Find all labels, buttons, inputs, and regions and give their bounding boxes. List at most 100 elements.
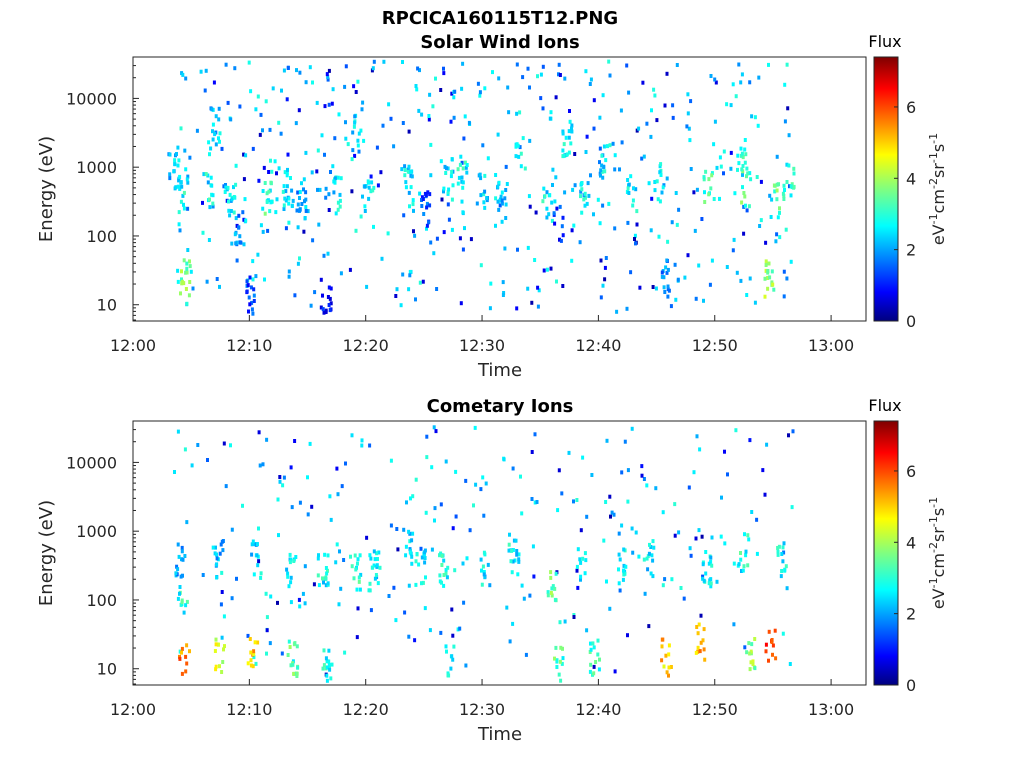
colorbar-tick-label: 0: [906, 676, 916, 695]
y-tick-label: 10: [97, 296, 117, 315]
heatmap-cell: [677, 530, 681, 535]
heatmap-cell: [336, 207, 340, 212]
heatmap-cell: [344, 136, 348, 141]
x-tick-label: 12:00: [110, 700, 156, 719]
colorbar-label: Flux: [868, 396, 901, 415]
heatmap-cell: [763, 294, 767, 299]
heatmap-cell: [520, 511, 524, 516]
heatmap-cell: [376, 183, 380, 188]
colorbar: [873, 56, 899, 322]
heatmap-cell: [230, 241, 234, 246]
heatmap-cell: [285, 184, 289, 189]
heatmap-cell: [629, 174, 633, 179]
heatmap-cell: [778, 235, 782, 240]
heatmap-cell: [563, 190, 567, 195]
heatmap-cell: [172, 169, 176, 174]
heatmap-cell: [324, 576, 328, 581]
heatmap-cell: [626, 499, 630, 504]
heatmap-cell: [394, 618, 398, 623]
x-tick-label: 12:30: [459, 700, 505, 719]
heatmap-cell: [460, 199, 464, 204]
heatmap-cell: [407, 634, 411, 639]
heatmap-cell: [773, 189, 777, 194]
heatmap-cell: [618, 557, 622, 562]
heatmap-cell: [392, 585, 396, 590]
heatmap-cell: [303, 216, 307, 220]
heatmap-cell: [284, 226, 288, 231]
heatmap-cell: [281, 189, 285, 194]
heatmap-cell: [512, 538, 516, 543]
heatmap-cell: [751, 659, 755, 664]
heatmap-cell: [287, 201, 291, 206]
heatmap-cell: [508, 639, 512, 644]
heatmap-cell: [509, 559, 513, 564]
heatmap-cell: [519, 164, 523, 169]
heatmap-cell: [414, 559, 418, 564]
heatmap-cell: [782, 197, 786, 201]
heatmap-cell: [282, 475, 286, 480]
heatmap-cell: [401, 272, 405, 277]
heatmap-cell: [698, 649, 702, 654]
heatmap-cell: [549, 570, 553, 575]
heatmap-cell: [475, 201, 479, 206]
heatmap-cell: [667, 673, 670, 678]
heatmap-cell: [519, 474, 522, 479]
heatmap-cell: [588, 82, 592, 86]
heatmap-cell: [550, 593, 554, 598]
heatmap-cell: [488, 306, 492, 311]
heatmap-cell: [602, 144, 606, 149]
heatmap-cell: [781, 545, 785, 550]
heatmap-cell: [483, 173, 487, 178]
heatmap-cell: [316, 148, 320, 153]
heatmap-cell: [771, 282, 775, 287]
heatmap-cell: [585, 201, 589, 206]
heatmap-cell: [325, 571, 329, 576]
heatmap-cell: [718, 196, 721, 201]
heatmap-cell: [410, 554, 414, 559]
heatmap-cell: [560, 224, 564, 229]
heatmap-cell: [356, 79, 360, 84]
heatmap-cell: [303, 199, 306, 204]
heatmap-cell: [517, 154, 521, 159]
heatmap-cell: [482, 192, 486, 197]
heatmap-cell: [712, 142, 716, 147]
heatmap-cell: [404, 553, 408, 558]
heatmap-cell: [518, 110, 522, 115]
heatmap-cell: [634, 530, 638, 535]
heatmap-cell: [211, 545, 215, 550]
heatmap-cell: [496, 199, 500, 204]
heatmap-cell: [575, 564, 579, 569]
heatmap-cell: [290, 203, 294, 208]
heatmap-cell: [353, 120, 357, 125]
heatmap-cell: [670, 220, 674, 225]
heatmap-cell: [316, 556, 320, 561]
heatmap-cell: [703, 190, 706, 195]
heatmap-cell: [208, 205, 212, 210]
heatmap-cell: [550, 218, 554, 223]
heatmap-cell: [222, 614, 226, 619]
heatmap-cell: [263, 211, 267, 216]
heatmap-cell: [548, 116, 552, 121]
heatmap-cell: [741, 172, 744, 177]
heatmap-cell: [356, 561, 359, 566]
heatmap-cell: [560, 661, 564, 666]
heatmap-cell: [182, 202, 185, 207]
heatmap-cell: [522, 596, 526, 601]
heatmap-cell: [180, 650, 183, 655]
heatmap-cell: [626, 186, 630, 191]
heatmap-cell: [181, 557, 185, 562]
heatmap-cell: [583, 191, 587, 196]
heatmap-cell: [269, 180, 273, 185]
heatmap-cell: [482, 572, 486, 577]
heatmap-cell: [603, 265, 607, 270]
heatmap-cell: [702, 175, 706, 180]
heatmap-cell: [211, 129, 214, 134]
heatmap-cell: [627, 90, 631, 95]
heatmap-cell: [485, 196, 489, 201]
heatmap-cell: [661, 637, 665, 642]
heatmap-cell: [790, 505, 794, 510]
heatmap-cell: [687, 485, 691, 490]
heatmap-cell: [369, 608, 373, 613]
heatmap-cell: [588, 650, 592, 654]
heatmap-cell: [253, 640, 257, 645]
